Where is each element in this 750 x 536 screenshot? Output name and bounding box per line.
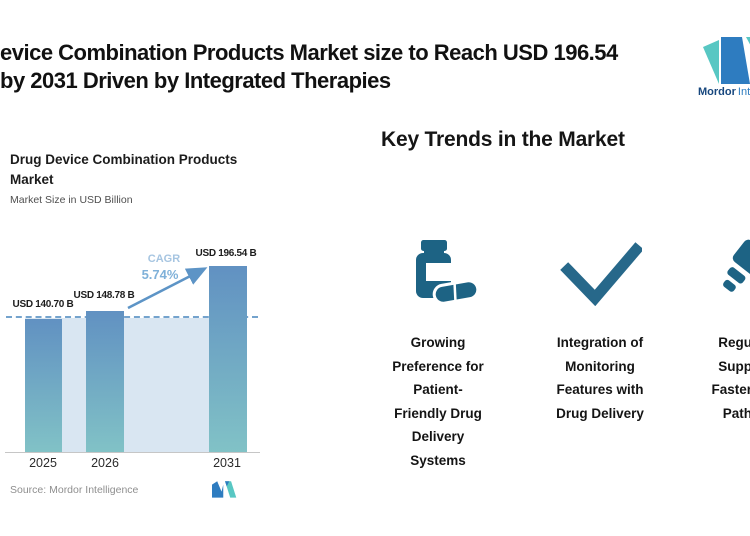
trend-item-monitoring: Integration of Monitoring Features with …: [556, 335, 644, 421]
mordor-logo-icon: [703, 37, 750, 84]
chart-dashed-baseline: [6, 316, 258, 318]
chart-title-line1: Drug Device Combination Products: [10, 152, 238, 167]
checkmark-icon: [560, 242, 642, 306]
pill-bottle-icon: [416, 240, 480, 304]
page-title-line1: evice Combination Products Market size t…: [0, 40, 618, 65]
chart-subtitle: Market Size in USD Billion: [10, 194, 133, 206]
bar-2025: [25, 319, 62, 452]
approval-stamp-icon: [723, 239, 750, 292]
value-label-2025: USD 140.70 B: [12, 299, 74, 310]
logo-text-bold: Mordor: [698, 86, 736, 98]
trend-item-patient-friendly: Growing Preference for Patient- Friendly…: [392, 335, 484, 468]
trend-item-regulatory-truncated: Regu Supp Faster Path: [711, 335, 750, 421]
value-label-2026: USD 148.78 B: [73, 290, 135, 301]
logo-text-rest: Int: [737, 86, 750, 98]
chart-title-line2: Market: [10, 172, 54, 187]
mordor-logo-wordmark: Mordor Int: [698, 86, 750, 98]
x-axis-line: [5, 452, 260, 453]
cagr-label: CAGR: [147, 253, 181, 265]
key-trends-heading: Key Trends in the Market: [381, 128, 625, 151]
mordor-logo-small-icon: [212, 481, 237, 498]
growth-arrow-icon: [127, 267, 208, 310]
value-label-2031: USD 196.54 B: [195, 248, 257, 259]
source-attribution: Source: Mordor Intelligence: [10, 484, 139, 496]
page-title-line2: by 2031 Driven by Integrated Therapies: [0, 68, 391, 93]
x-tick-2026: 2026: [91, 456, 119, 470]
bar-2026: [86, 311, 124, 452]
x-tick-2025: 2025: [29, 456, 57, 470]
x-tick-2031: 2031: [213, 456, 241, 470]
bar-2031: [209, 266, 247, 452]
cagr-value: 5.74%: [141, 267, 179, 282]
